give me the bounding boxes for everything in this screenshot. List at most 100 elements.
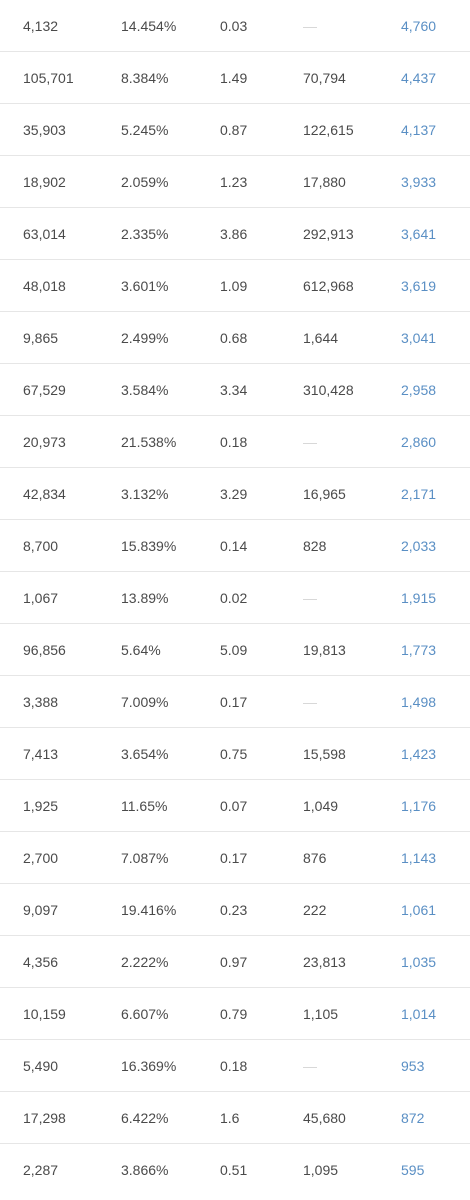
cell-col-3: 1.49 [220,70,248,86]
cell-col-2-percent: 6.422% [121,1110,169,1126]
cell-col-4: 45,680 [303,1110,346,1126]
cell-col-1: 35,903 [23,122,66,138]
cell-col-5-link[interactable]: 1,915 [401,590,437,606]
cell-col-5-link[interactable]: 3,041 [401,330,437,346]
cell-col-2-percent: 8.384% [121,70,169,86]
cell-col-5-link[interactable]: 3,933 [401,174,437,190]
table-row: 1,925 11.65% 0.07 1,049 1,176 [0,780,470,832]
cell-col-2-percent: 2.335% [121,226,169,242]
cell-col-3: 0.75 [220,746,248,762]
cell-col-1: 2,700 [23,850,59,866]
cell-col-2-percent: 3.584% [121,382,169,398]
table-row: 20,973 21.538% 0.18 — 2,860 [0,416,470,468]
cell-col-2-percent: 2.222% [121,954,169,970]
cell-col-3: 1.23 [220,174,248,190]
table-row: 9,865 2.499% 0.68 1,644 3,041 [0,312,470,364]
cell-col-2-percent: 3.601% [121,278,169,294]
cell-col-5-link[interactable]: 3,641 [401,226,437,242]
cell-col-5-link[interactable]: 4,760 [401,18,437,34]
cell-col-3: 0.02 [220,590,248,606]
cell-col-1: 18,902 [23,174,66,190]
table-row: 63,014 2.335% 3.86 292,913 3,641 [0,208,470,260]
cell-col-4: 19,813 [303,642,346,658]
cell-col-4: — [303,434,317,450]
cell-col-4: 17,880 [303,174,346,190]
table-row: 1,067 13.89% 0.02 — 1,915 [0,572,470,624]
cell-col-3: 1.6 [220,1110,240,1126]
cell-col-4: 1,644 [303,330,339,346]
table-row: 4,132 14.454% 0.03 — 4,760 [0,0,470,52]
cell-col-4: 122,615 [303,122,354,138]
table-row: 18,902 2.059% 1.23 17,880 3,933 [0,156,470,208]
cell-col-1: 4,356 [23,954,59,970]
cell-col-4: — [303,590,317,606]
cell-col-1: 96,856 [23,642,66,658]
cell-col-2-percent: 2.059% [121,174,169,190]
cell-col-1: 5,490 [23,1058,59,1074]
cell-col-4: 292,913 [303,226,354,242]
cell-col-2-percent: 7.087% [121,850,169,866]
cell-col-3: 0.03 [220,18,248,34]
cell-col-5-link[interactable]: 953 [401,1058,425,1074]
cell-col-4: 222 [303,902,327,918]
table-row: 2,287 3.866% 0.51 1,095 595 [0,1144,470,1196]
table-row: 7,413 3.654% 0.75 15,598 1,423 [0,728,470,780]
cell-col-3: 0.51 [220,1162,248,1178]
cell-col-1: 63,014 [23,226,66,242]
cell-col-2-percent: 14.454% [121,18,177,34]
cell-col-1: 42,834 [23,486,66,502]
table-row: 5,490 16.369% 0.18 — 953 [0,1040,470,1092]
cell-col-3: 0.87 [220,122,248,138]
table-row: 96,856 5.64% 5.09 19,813 1,773 [0,624,470,676]
table-row: 3,388 7.009% 0.17 — 1,498 [0,676,470,728]
cell-col-3: 0.07 [220,798,248,814]
cell-col-2-percent: 15.839% [121,538,177,554]
cell-col-1: 2,287 [23,1162,59,1178]
cell-col-5-link[interactable]: 4,437 [401,70,437,86]
cell-col-5-link[interactable]: 872 [401,1110,425,1126]
cell-col-4: 828 [303,538,327,554]
table-row: 9,097 19.416% 0.23 222 1,061 [0,884,470,936]
cell-col-5-link[interactable]: 2,033 [401,538,437,554]
cell-col-2-percent: 5.245% [121,122,169,138]
cell-col-4: 876 [303,850,327,866]
cell-col-5-link[interactable]: 1,176 [401,798,437,814]
cell-col-4: 70,794 [303,70,346,86]
table-row: 105,701 8.384% 1.49 70,794 4,437 [0,52,470,104]
table-row: 2,700 7.087% 0.17 876 1,143 [0,832,470,884]
cell-col-4: 612,968 [303,278,354,294]
cell-col-5-link[interactable]: 1,143 [401,850,437,866]
cell-col-2-percent: 11.65% [121,798,168,814]
cell-col-5-link[interactable]: 2,171 [401,486,437,502]
cell-col-3: 0.14 [220,538,248,554]
cell-col-1: 4,132 [23,18,59,34]
cell-col-3: 0.23 [220,902,248,918]
cell-col-1: 67,529 [23,382,66,398]
cell-col-5-link[interactable]: 4,137 [401,122,437,138]
cell-col-4: 1,105 [303,1006,339,1022]
table-row: 17,298 6.422% 1.6 45,680 872 [0,1092,470,1144]
cell-col-5-link[interactable]: 595 [401,1162,425,1178]
cell-col-4: 23,813 [303,954,346,970]
cell-col-3: 0.17 [220,694,248,710]
cell-col-1: 1,067 [23,590,59,606]
table-row: 4,356 2.222% 0.97 23,813 1,035 [0,936,470,988]
cell-col-3: 0.17 [220,850,248,866]
cell-col-2-percent: 3.866% [121,1162,169,1178]
cell-col-5-link[interactable]: 2,958 [401,382,437,398]
cell-col-5-link[interactable]: 1,773 [401,642,437,658]
cell-col-5-link[interactable]: 1,035 [401,954,437,970]
cell-col-3: 0.97 [220,954,248,970]
cell-col-5-link[interactable]: 1,061 [401,902,437,918]
cell-col-5-link[interactable]: 1,014 [401,1006,437,1022]
cell-col-4: — [303,694,317,710]
cell-col-5-link[interactable]: 2,860 [401,434,437,450]
cell-col-5-link[interactable]: 1,498 [401,694,437,710]
cell-col-2-percent: 5.64% [121,642,161,658]
cell-col-1: 9,097 [23,902,59,918]
cell-col-5-link[interactable]: 3,619 [401,278,437,294]
cell-col-3: 1.09 [220,278,248,294]
cell-col-5-link[interactable]: 1,423 [401,746,437,762]
cell-col-3: 3.34 [220,382,248,398]
